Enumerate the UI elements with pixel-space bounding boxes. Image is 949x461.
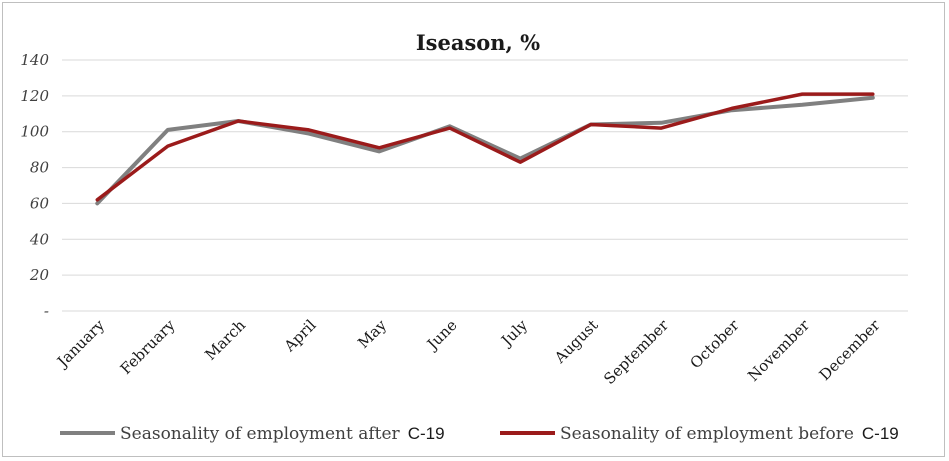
x-tick-label: July: [496, 316, 531, 351]
y-tick-label: 40: [29, 230, 50, 248]
y-tick-label: 20: [29, 266, 50, 284]
x-tick-label: September: [600, 316, 672, 388]
x-tick-label: January: [52, 316, 108, 372]
legend: Seasonality of employment after C-19 Seaso…: [60, 424, 899, 444]
x-tick-label: March: [201, 316, 249, 364]
y-tick-label: 60: [30, 194, 50, 212]
x-tick-label: April: [280, 316, 320, 356]
x-tick-label: August: [550, 316, 601, 367]
series-line-after-c19: [95, 95, 875, 206]
x-tick-label: June: [422, 316, 460, 354]
x-tick-label: December: [816, 316, 885, 385]
legend-label: Seasonality of employment before: [560, 424, 854, 444]
y-tick-label: 80: [30, 159, 50, 177]
x-tick-label: November: [744, 316, 813, 385]
x-tick-label: October: [686, 316, 743, 373]
x-tick-label: February: [117, 316, 179, 378]
y-tick-label: 140: [20, 51, 49, 69]
legend-label: Seasonality of employment after: [120, 424, 401, 444]
y-tick-label: 100: [20, 123, 49, 141]
y-axis-ticks: - 20 40 60 80 100 120 140: [20, 51, 49, 320]
gridlines: [62, 59, 908, 312]
legend-label-suffix: C-19: [408, 424, 445, 443]
series-lines: [95, 92, 875, 206]
legend-label-suffix: C-19: [862, 424, 899, 443]
chart-title: Iseason, %: [416, 30, 540, 55]
y-tick-label: -: [44, 302, 49, 320]
y-tick-label: 120: [20, 87, 49, 105]
series-line-before-c19: [95, 92, 875, 202]
x-axis-ticks: January February March April May June July Augu…: [52, 316, 884, 388]
x-tick-label: May: [354, 316, 390, 352]
